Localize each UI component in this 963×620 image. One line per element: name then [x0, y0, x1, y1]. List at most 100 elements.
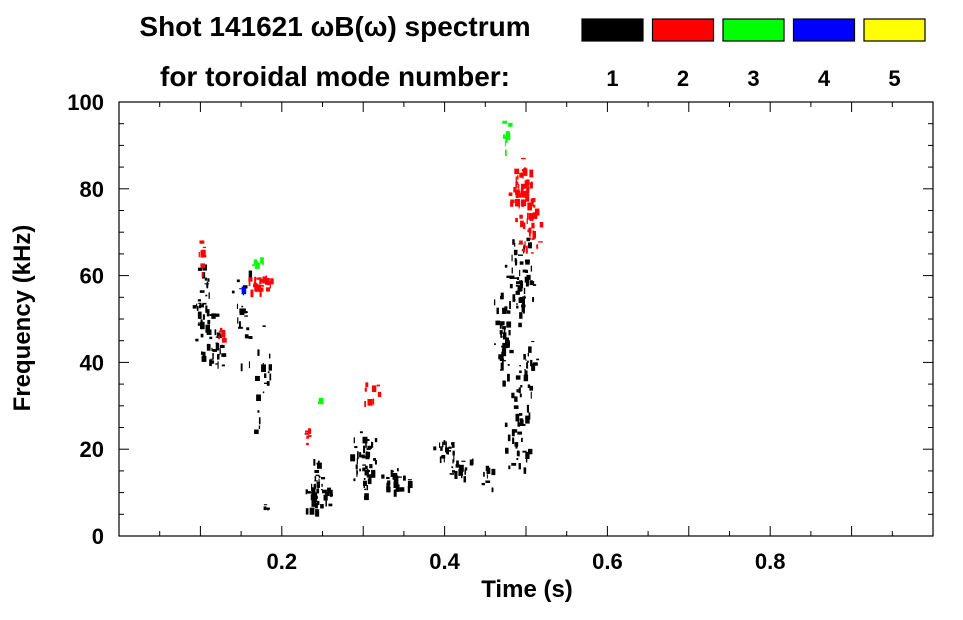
spectrum-mark-mode-1	[519, 269, 521, 277]
spectrum-mark-mode-1	[508, 330, 511, 336]
spectrum-mark-mode-2	[219, 327, 223, 333]
spectrum-mark-mode-1	[310, 483, 313, 492]
spectrum-mark-mode-1	[530, 359, 533, 367]
spectrum-mark-mode-2	[532, 230, 536, 239]
spectrum-mark-mode-1	[519, 365, 521, 367]
spectrum-mark-mode-1	[255, 375, 260, 381]
spectrum-mark-mode-1	[365, 441, 367, 448]
spectrum-mark-mode-1	[261, 364, 266, 373]
spectrum-mark-mode-3	[318, 401, 320, 405]
spectrum-mark-mode-1	[209, 359, 212, 367]
legend-swatch-mode-4	[792, 18, 856, 42]
spectrum-mark-mode-1	[458, 471, 464, 476]
spectrum-mark-mode-1	[523, 374, 529, 382]
spectrum-mark-mode-2	[306, 442, 309, 446]
spectrum-mark-mode-1	[518, 387, 521, 394]
spectrum-mark-mode-1	[242, 308, 246, 313]
spectrum-mark-mode-1	[238, 326, 243, 329]
spectrum-mark-mode-1	[199, 290, 205, 293]
spectrum-mark-mode-1	[330, 493, 332, 497]
spectrum-mark-mode-1	[387, 480, 391, 486]
spectrum-mark-mode-1	[504, 422, 508, 428]
y-tick-label: 40	[80, 350, 104, 375]
spectrum-mark-mode-1	[325, 492, 330, 496]
spectrum-mark-mode-1	[521, 298, 525, 306]
spectrum-mark-mode-2	[517, 175, 519, 180]
spectrum-mark-mode-1	[236, 303, 239, 309]
spectrum-mark-mode-1	[314, 499, 317, 503]
spectrum-mark-mode-1	[407, 480, 413, 489]
spectrum-mark-mode-1	[506, 321, 512, 328]
spectrum-mark-mode-1	[311, 487, 316, 496]
spectrum-mark-mode-2	[515, 198, 520, 207]
spectrum-mark-mode-1	[527, 448, 533, 455]
spectrum-mark-mode-2	[534, 208, 540, 216]
spectrum-mark-mode-3	[505, 139, 508, 143]
axis-ticks	[118, 101, 934, 537]
spectrum-mark-mode-1	[502, 326, 506, 330]
spectrum-mark-mode-2	[508, 192, 513, 197]
spectrum-mark-mode-1	[241, 305, 244, 308]
spectrum-mark-mode-1	[516, 389, 519, 393]
spectrum-mark-mode-2	[538, 241, 543, 243]
spectrum-mark-mode-1	[306, 489, 308, 492]
spectrum-mark-mode-2	[517, 193, 522, 198]
spectrum-mark-mode-1	[353, 437, 355, 444]
spectrum-mark-mode-2	[307, 428, 312, 434]
spectrum-mark-mode-2	[521, 186, 523, 194]
spectrum-mark-mode-1	[318, 478, 320, 484]
spectrum-mark-mode-1	[511, 429, 515, 437]
spectrum-mark-mode-1	[313, 492, 318, 496]
spectrum-mark-mode-1	[452, 450, 455, 456]
spectrum-mark-mode-1	[364, 465, 368, 470]
spectrum-mark-mode-1	[526, 362, 529, 369]
spectrum-mark-mode-1	[200, 319, 203, 323]
spectrum-mark-mode-1	[327, 489, 332, 491]
spectrum-mark-mode-2	[248, 280, 251, 287]
spectrum-mark-mode-1	[350, 454, 356, 462]
spectrum-mark-mode-1	[528, 346, 532, 353]
spectrum-mark-mode-1	[393, 475, 397, 481]
spectrum-mark-mode-1	[196, 303, 198, 307]
spectrum-mark-mode-3	[318, 397, 324, 405]
spectrum-mark-mode-2	[532, 212, 538, 219]
spectrum-mark-mode-1	[192, 305, 197, 309]
spectrum-mark-mode-2	[516, 202, 518, 207]
spectrum-mark-mode-2	[524, 170, 528, 176]
spectrum-mark-mode-1	[366, 474, 372, 478]
spectrum-mark-mode-1	[528, 242, 532, 249]
spectrum-mark-mode-1	[512, 429, 518, 433]
spectrum-mark-mode-1	[367, 470, 370, 472]
y-tick-label: 20	[80, 437, 104, 462]
spectrum-mark-mode-1	[532, 284, 537, 286]
spectrum-mark-mode-1	[509, 275, 515, 279]
spectrum-mark-mode-1	[486, 467, 491, 474]
spectrum-mark-mode-1	[359, 455, 362, 457]
spectrum-mark-mode-1	[214, 329, 217, 336]
spectrum-mark-mode-1	[529, 385, 534, 391]
spectrum-mark-mode-1	[369, 464, 373, 469]
spectrum-mark-mode-2	[524, 167, 527, 170]
spectrum-mark-mode-1	[206, 309, 210, 317]
spectrum-mark-mode-1	[368, 476, 372, 484]
spectrum-mark-mode-1	[315, 509, 320, 517]
spectrum-mark-mode-1	[201, 355, 207, 362]
spectrum-mark-mode-1	[526, 404, 530, 413]
spectrum-mark-mode-2	[520, 199, 526, 206]
legend-swatch-mode-5	[863, 18, 926, 42]
x-axis-label: Time (s)	[481, 576, 573, 603]
spectrum-mark-mode-1	[526, 237, 531, 242]
spectrum-mark-mode-1	[364, 488, 367, 491]
spectrum-mark-mode-1	[511, 254, 513, 262]
spectrum-mark-mode-1	[207, 278, 210, 282]
spectrum-mark-mode-1	[316, 481, 321, 488]
x-tick-label: 0.4	[429, 549, 460, 574]
spectrum-mark-mode-1	[359, 452, 362, 458]
spectrum-mark-mode-1	[530, 265, 533, 272]
spectrum-mark-mode-1	[504, 306, 508, 311]
spectrum-mark-mode-1	[208, 292, 210, 299]
spectrum-mark-mode-2	[519, 214, 523, 219]
spectrum-mark-mode-1	[371, 469, 376, 478]
spectrum-mark-mode-1	[262, 325, 266, 327]
spectrum-mark-mode-2	[533, 204, 536, 208]
